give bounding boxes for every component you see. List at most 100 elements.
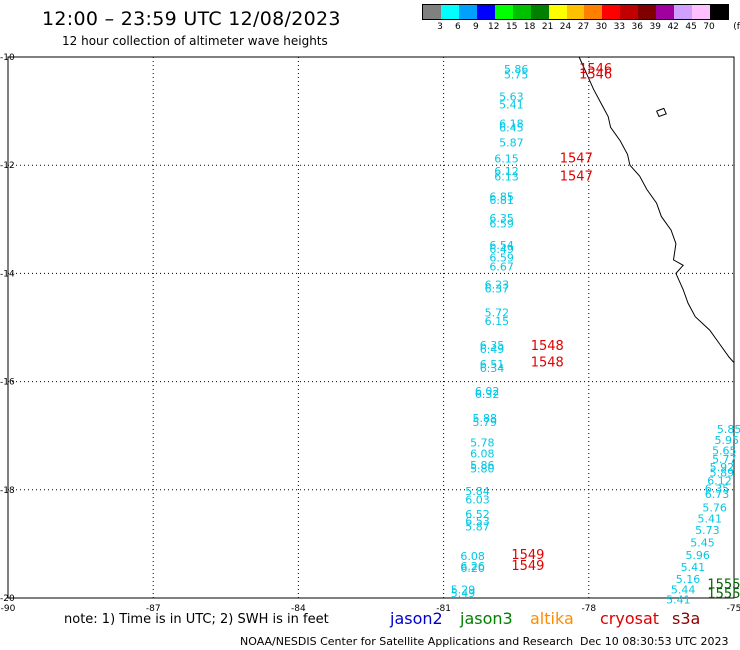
- wave-height-label: 5.29: [451, 584, 476, 597]
- wave-height-label: 5.77: [712, 453, 737, 466]
- legend-swatch: [620, 5, 639, 19]
- pass-time-label: 1548: [531, 339, 564, 354]
- legend-swatch: [548, 5, 567, 19]
- wave-height-label: 5.84: [465, 485, 490, 498]
- legend-tick-label: 27: [577, 22, 590, 32]
- legend-tick-label: 15: [505, 22, 518, 32]
- wave-height-label: 6.59: [489, 251, 514, 264]
- wave-height-label: 6.49: [480, 343, 505, 356]
- wave-height-label: 6.52: [465, 508, 490, 521]
- wave-height-label: 6.08: [470, 447, 495, 460]
- lat-tick-label: -20: [0, 594, 15, 604]
- credit-line: NOAA/NESDIS Center for Satellite Applica…: [240, 635, 574, 648]
- wave-height-label: 6.35: [705, 483, 730, 496]
- legend-swatches: [422, 4, 729, 20]
- wave-height-label: 5.87: [499, 136, 524, 149]
- coastline: [578, 56, 735, 363]
- wave-height-label: 5.16: [676, 573, 701, 586]
- pass-time-label: 1547: [560, 151, 593, 166]
- wave-height-label: 6.45: [499, 122, 524, 135]
- wave-height-label: 6.49: [489, 243, 514, 256]
- wave-height-label: 5.86: [504, 63, 529, 76]
- legend-swatch: [440, 5, 459, 19]
- wave-height-label: 6.59: [489, 217, 514, 230]
- wave-height-label: 6.26: [460, 560, 485, 573]
- pass-time-label: 1546: [579, 62, 612, 77]
- legend-swatch: [494, 5, 513, 19]
- wave-height-label: 6.12: [707, 474, 732, 487]
- legend-swatch: [674, 5, 693, 19]
- wave-height-label: 5.76: [702, 501, 727, 514]
- legend-swatch: [584, 5, 603, 19]
- lon-tick-label: -81: [436, 604, 451, 614]
- wave-height-label: 6.08: [460, 550, 485, 563]
- legend-tick-label: 21: [541, 22, 554, 32]
- wave-height-label: 5.88: [472, 412, 497, 425]
- wave-height-label: 6.32: [475, 388, 500, 401]
- legend-tick-label: 42: [667, 22, 679, 32]
- wave-height-label: 6.13: [494, 170, 519, 183]
- lon-tick-label: -87: [146, 604, 161, 614]
- chart-title: 12:00 – 23:59 UTC 12/08/2023: [42, 8, 341, 30]
- satellite-cryosat: cryosat: [600, 609, 660, 628]
- legend-tick-label: 39: [649, 22, 661, 32]
- legend-tick-label: 24: [559, 22, 572, 32]
- wave-height-label: 5.79: [472, 416, 497, 429]
- wave-height-label: 5.41: [499, 98, 524, 111]
- pass-time-label: 1555: [707, 577, 740, 592]
- lon-tick-label: -78: [581, 604, 596, 614]
- wave-height-label: 6.81: [489, 194, 514, 207]
- wave-height-label: 5.44: [671, 584, 696, 597]
- footer-note: note: 1) Time is in UTC; 2) SWH is in fe…: [64, 612, 329, 627]
- legend-tick-label: 33: [613, 22, 626, 32]
- wave-height-label: 5.85: [717, 423, 740, 436]
- satellite-s3a: s3a: [672, 609, 701, 628]
- wave-height-label: 5.63: [499, 90, 524, 103]
- wave-height-label: 6.12: [494, 165, 519, 178]
- wave-height-label: 6.15: [485, 315, 510, 328]
- lat-tick-label: -16: [0, 378, 15, 388]
- legend-tick-label: 18: [523, 22, 536, 32]
- legend-swatch: [602, 5, 621, 19]
- wave-height-label: 5.45: [690, 537, 715, 550]
- lat-tick-label: -12: [0, 161, 15, 171]
- pass-time-label: 1549: [511, 548, 544, 563]
- pass-time-label: 1547: [560, 169, 593, 184]
- legend-tick-label: 45: [685, 22, 697, 32]
- wave-height-label: 6.35: [489, 212, 514, 225]
- wave-height-label: 5.49: [451, 587, 476, 600]
- pass-time-label: 1555: [707, 587, 740, 602]
- lon-tick-label: -84: [291, 604, 306, 614]
- wave-height-label: 5.72: [485, 307, 510, 320]
- legend-swatch: [530, 5, 549, 19]
- wave-height-label: 5.89: [710, 466, 735, 479]
- satellite-altika: altika: [530, 609, 574, 628]
- wave-height-label: 6.51: [480, 358, 505, 371]
- legend-tick-label: 30: [595, 22, 608, 32]
- lat-tick-label: -10: [0, 53, 15, 63]
- lon-tick-label: -75: [727, 604, 740, 614]
- wave-height-label: 6.18: [499, 117, 524, 130]
- wave-height-label: 5.86: [470, 459, 495, 472]
- wave-height-label: 5.87: [465, 520, 490, 533]
- wave-height-label: 6.34: [480, 362, 505, 375]
- wave-height-label: 5.92: [710, 461, 735, 474]
- legend-swatch: [458, 5, 477, 19]
- legend-tick-label: 3: [437, 22, 443, 32]
- legend-tick-label: 9: [472, 22, 479, 32]
- legend-swatch: [566, 5, 585, 19]
- wave-height-label: 6.73: [705, 488, 730, 501]
- wave-height-label: 5.65: [712, 445, 737, 458]
- wave-height-label: 5.78: [470, 437, 495, 450]
- legend-tick-label: 6: [455, 22, 461, 32]
- pass-time-label: 1546: [579, 68, 612, 83]
- satellite-jason3: jason3: [460, 609, 513, 628]
- wave-height-label: 5.41: [698, 512, 723, 525]
- wave-height-label: 6.23: [485, 279, 510, 292]
- legend-swatch: [710, 5, 728, 19]
- wave-height-label: 6.35: [480, 339, 505, 352]
- wave-height-label: 6.20: [460, 562, 485, 575]
- wave-height-label: 5.80: [470, 462, 495, 475]
